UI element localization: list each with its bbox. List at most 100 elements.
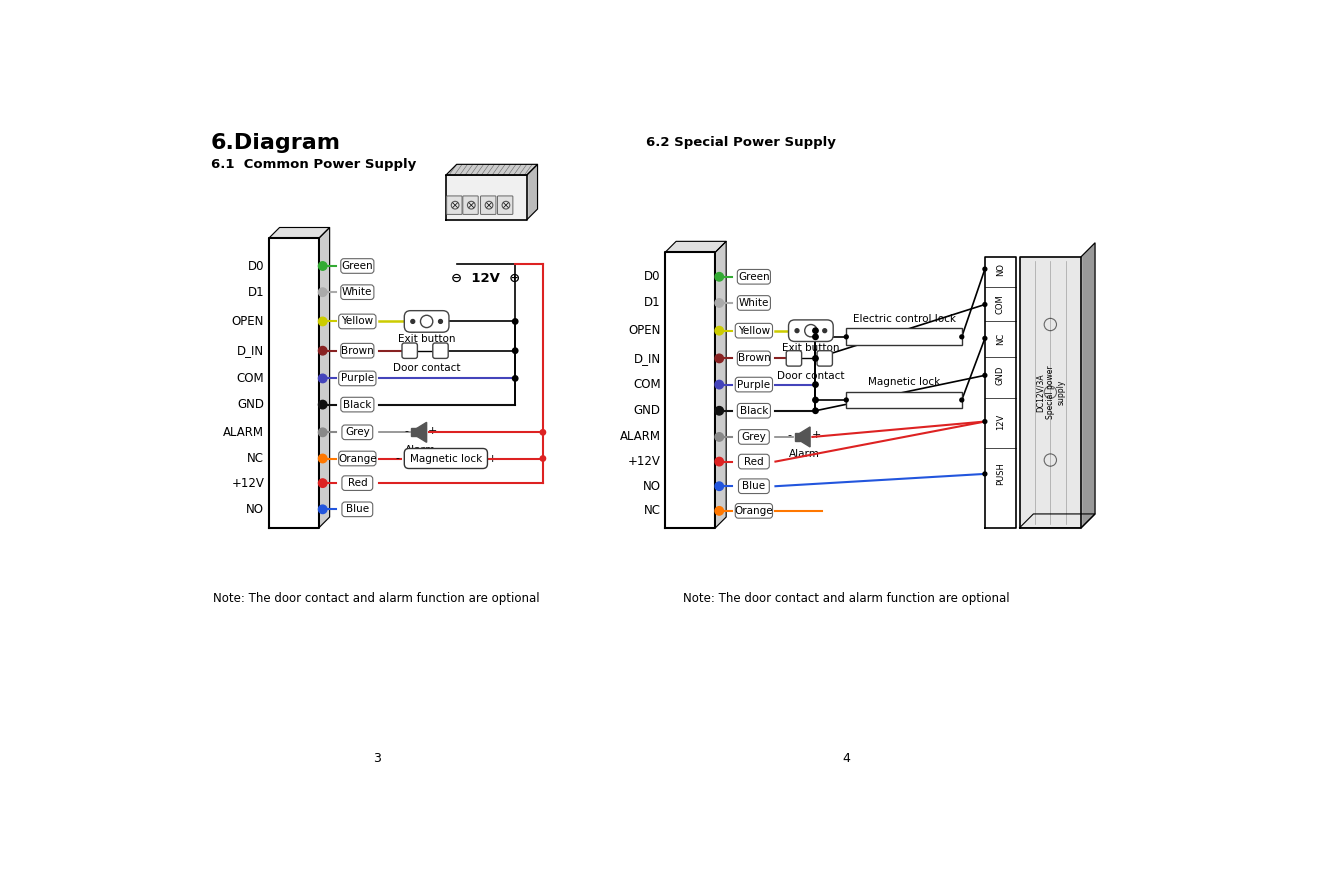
Circle shape	[319, 479, 327, 488]
Text: Magnetic lock: Magnetic lock	[410, 453, 482, 464]
Text: Brown: Brown	[737, 354, 770, 363]
Text: Note: The door contact and alarm function are optional: Note: The door contact and alarm functio…	[683, 592, 1009, 605]
FancyBboxPatch shape	[405, 448, 487, 468]
Polygon shape	[1020, 257, 1081, 527]
Text: +: +	[487, 453, 497, 464]
FancyBboxPatch shape	[341, 343, 374, 358]
Text: +12V: +12V	[232, 476, 265, 490]
Text: -: -	[851, 332, 855, 342]
FancyBboxPatch shape	[738, 479, 769, 494]
Text: ALARM: ALARM	[619, 430, 660, 444]
Polygon shape	[417, 422, 426, 443]
Text: Red: Red	[744, 457, 763, 467]
FancyBboxPatch shape	[497, 196, 513, 214]
Polygon shape	[716, 242, 726, 527]
Circle shape	[812, 355, 818, 361]
Circle shape	[983, 373, 987, 377]
Circle shape	[983, 303, 987, 306]
Text: ALARM: ALARM	[224, 426, 265, 439]
Circle shape	[812, 397, 818, 403]
Text: White: White	[738, 298, 769, 308]
Text: PUSH: PUSH	[996, 462, 1004, 485]
Text: 6.1  Common Power Supply: 6.1 Common Power Supply	[212, 158, 417, 171]
Polygon shape	[527, 164, 537, 220]
Circle shape	[438, 319, 442, 324]
FancyBboxPatch shape	[341, 425, 373, 439]
Polygon shape	[665, 252, 716, 527]
Text: -: -	[404, 426, 409, 436]
Polygon shape	[446, 164, 537, 176]
FancyBboxPatch shape	[405, 310, 448, 333]
FancyBboxPatch shape	[341, 258, 374, 273]
Text: NO: NO	[643, 480, 660, 493]
FancyBboxPatch shape	[402, 343, 417, 358]
Circle shape	[319, 374, 327, 383]
Text: ⊖  12V  ⊕: ⊖ 12V ⊕	[451, 272, 520, 285]
FancyBboxPatch shape	[737, 403, 770, 418]
Circle shape	[960, 335, 963, 339]
FancyBboxPatch shape	[433, 343, 448, 358]
Text: +: +	[811, 430, 822, 440]
FancyBboxPatch shape	[738, 430, 769, 445]
Circle shape	[714, 433, 724, 441]
Text: Purple: Purple	[341, 373, 374, 384]
Circle shape	[512, 376, 517, 381]
Text: Alarm: Alarm	[789, 449, 819, 460]
Text: D_IN: D_IN	[634, 352, 660, 365]
Circle shape	[319, 347, 327, 355]
Text: Grey: Grey	[741, 432, 766, 442]
Circle shape	[714, 273, 724, 281]
Text: NC: NC	[996, 333, 1004, 345]
Text: OPEN: OPEN	[232, 315, 265, 328]
Text: -: -	[787, 430, 791, 440]
Text: 6.2 Special Power Supply: 6.2 Special Power Supply	[646, 137, 836, 149]
Circle shape	[714, 506, 724, 515]
Circle shape	[540, 430, 545, 435]
Circle shape	[812, 382, 818, 387]
Text: 6.Diagram: 6.Diagram	[212, 133, 341, 153]
Text: GND: GND	[237, 398, 265, 411]
Text: Blue: Blue	[742, 482, 766, 491]
Text: -: -	[851, 395, 855, 405]
Circle shape	[983, 420, 987, 423]
Circle shape	[983, 267, 987, 271]
Text: Door contact: Door contact	[393, 363, 460, 373]
Circle shape	[795, 329, 799, 333]
Text: Orange: Orange	[337, 453, 377, 464]
Text: -: -	[396, 453, 400, 464]
FancyBboxPatch shape	[789, 320, 833, 341]
Text: Exit button: Exit button	[398, 333, 455, 344]
Text: COM: COM	[237, 372, 265, 385]
Text: Black: Black	[740, 406, 769, 415]
Circle shape	[319, 318, 327, 325]
FancyBboxPatch shape	[847, 392, 962, 408]
Text: Black: Black	[343, 400, 372, 409]
FancyBboxPatch shape	[447, 196, 462, 214]
Text: Orange: Orange	[734, 506, 773, 516]
FancyBboxPatch shape	[847, 328, 962, 346]
Text: NC: NC	[247, 452, 265, 465]
Polygon shape	[800, 427, 810, 447]
Text: DC12V/3A
Special power
supply: DC12V/3A Special power supply	[1036, 365, 1065, 419]
Text: Green: Green	[341, 261, 373, 271]
Text: 3: 3	[373, 752, 381, 766]
Text: +: +	[947, 332, 957, 342]
Circle shape	[512, 348, 517, 354]
Polygon shape	[269, 228, 329, 238]
Circle shape	[714, 380, 724, 389]
Circle shape	[714, 326, 724, 335]
Circle shape	[512, 318, 517, 325]
Text: +: +	[947, 395, 957, 405]
Polygon shape	[411, 429, 417, 437]
Text: NO: NO	[246, 503, 265, 516]
Circle shape	[983, 336, 987, 340]
Text: 12V: 12V	[996, 414, 1004, 430]
FancyBboxPatch shape	[737, 270, 770, 284]
FancyBboxPatch shape	[339, 452, 376, 466]
Circle shape	[714, 407, 724, 415]
Text: GND: GND	[634, 404, 660, 417]
Text: GND: GND	[996, 366, 1004, 385]
Circle shape	[319, 428, 327, 437]
Text: Electric control lock: Electric control lock	[852, 314, 955, 324]
FancyBboxPatch shape	[339, 371, 376, 385]
